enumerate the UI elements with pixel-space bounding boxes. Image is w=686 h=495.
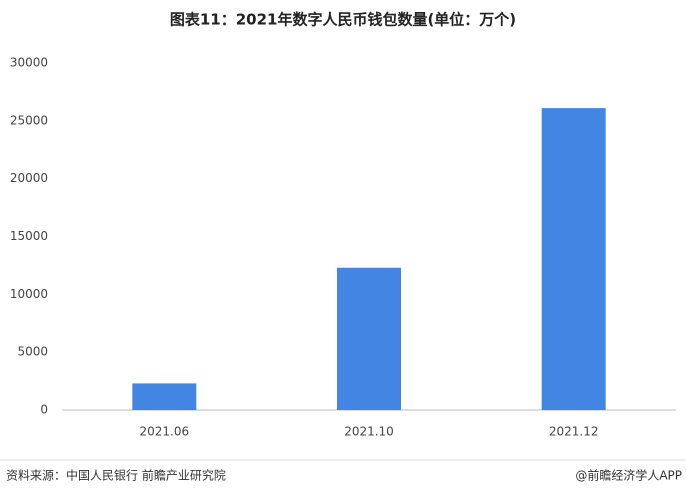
y-tick-label: 0 bbox=[40, 403, 48, 417]
bar bbox=[541, 108, 606, 411]
credit: @前瞻经济学人APP bbox=[575, 468, 682, 483]
bar bbox=[132, 383, 197, 410]
y-tick-label: 20000 bbox=[10, 171, 48, 185]
y-tick-label: 10000 bbox=[10, 287, 48, 301]
chart-title: 图表11：2021年数字人民币钱包数量(单位：万个) bbox=[170, 11, 516, 29]
y-tick-label: 25000 bbox=[10, 113, 48, 127]
x-tick-label: 2021.10 bbox=[344, 425, 394, 439]
x-tick-label: 2021.06 bbox=[140, 425, 190, 439]
source-note: 资料来源：中国人民银行 前瞻产业研究院 bbox=[6, 468, 226, 483]
y-tick-label: 5000 bbox=[17, 345, 48, 359]
y-tick-label: 15000 bbox=[10, 229, 48, 243]
y-tick-label: 30000 bbox=[10, 56, 48, 70]
x-tick-label: 2021.12 bbox=[549, 425, 599, 439]
bar bbox=[337, 267, 401, 410]
